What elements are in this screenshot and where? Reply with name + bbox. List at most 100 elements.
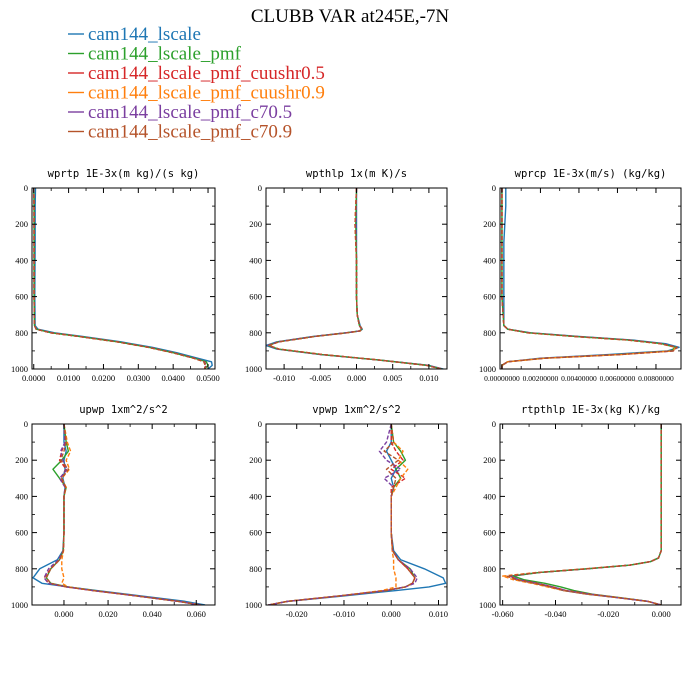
series-line (268, 424, 416, 605)
series-line (266, 188, 444, 369)
series-group (501, 188, 680, 369)
y-tick-label: 1000 (245, 364, 262, 374)
y-tick-label: 400 (483, 491, 496, 501)
legend-item: cam144_lscale_pmf_cuushr0.5 (68, 63, 325, 84)
y-tick-label: 800 (15, 328, 28, 338)
x-tick-label: 0.010 (429, 609, 448, 619)
panel-title: upwp 1xm^2/s^2 (79, 404, 168, 416)
series-line (33, 188, 209, 369)
x-tick-label: 0.00000000 (484, 374, 520, 383)
chart-panel: vpwp 1xm^2/s^2 0 200 400 600 800 1000 -0.020 -0.… (245, 404, 448, 619)
y-tick-label: 1000 (245, 600, 262, 610)
x-tick-label: 0.0200 (92, 373, 115, 383)
x-tick-label: 0.00200000 (523, 374, 559, 383)
chart-panel: wprtp 1E-3x(m kg)/(s kg) 0 200 400 600 800 100… (11, 168, 220, 383)
legend-item: cam144_lscale_pmf (68, 44, 242, 65)
y-tick-label: 0 (492, 419, 496, 429)
series-line (43, 424, 201, 605)
panel-title: rtpthlp 1E-3x(kg K)/kg (521, 404, 660, 416)
series-line (505, 424, 662, 605)
legend-item: cam144_lscale_pmf_c70.5 (68, 102, 292, 123)
x-tick-label: 0.060 (187, 609, 206, 619)
y-tick-label: 600 (483, 292, 496, 302)
chart-panel: upwp 1xm^2/s^2 0 200 400 600 800 1000 0.000 0.02… (11, 404, 216, 619)
series-line (509, 424, 662, 605)
y-tick-label: 600 (15, 292, 28, 302)
x-tick-label: 0.000 (652, 609, 671, 619)
y-tick-label: 400 (249, 255, 262, 265)
legend-label: cam144_lscale (88, 24, 201, 45)
y-tick-label: 200 (249, 455, 262, 465)
x-tick-label: 0.0000 (22, 373, 45, 383)
series-group (33, 188, 213, 369)
x-tick-label: -0.020 (597, 609, 619, 619)
x-tick-label: 0.020 (99, 609, 118, 619)
plot-frame (265, 423, 448, 606)
y-tick-label: 800 (249, 328, 262, 338)
y-tick-label: 200 (15, 455, 28, 465)
x-tick-label: 0.00400000 (561, 374, 597, 383)
y-tick-label: 200 (483, 219, 496, 229)
panel-title: wpthlp 1x(m K)/s (306, 168, 407, 180)
series-line (501, 188, 680, 369)
y-tick-label: 0 (24, 183, 28, 193)
x-tick-label: 0.0500 (196, 373, 219, 383)
x-tick-label: -0.010 (273, 373, 295, 383)
panel-title: wprtp 1E-3x(m kg)/(s kg) (48, 168, 200, 180)
x-tick-label: 0.0400 (161, 373, 184, 383)
chart-panel: wprcp 1E-3x(m/s) (kg/kg) 0 200 400 600 800 100… (479, 168, 682, 383)
chart-panels: wprtp 1E-3x(m kg)/(s kg) 0 200 400 600 800 100… (11, 168, 682, 619)
series-group (266, 188, 444, 369)
legend-item: cam144_lscale_pmf_cuushr0.9 (68, 83, 325, 104)
y-tick-label: 400 (249, 491, 262, 501)
y-tick-label: 200 (15, 219, 28, 229)
series-line (33, 188, 206, 369)
series-group (501, 424, 662, 605)
series-line (512, 424, 662, 605)
series-line (509, 424, 662, 605)
x-tick-label: 0.005 (383, 373, 402, 383)
legend-label: cam144_lscale_pmf_cuushr0.5 (88, 63, 325, 84)
series-line (268, 424, 447, 605)
x-tick-label: -0.005 (309, 373, 331, 383)
y-tick-label: 800 (249, 564, 262, 574)
y-tick-label: 400 (15, 255, 28, 265)
series-line (268, 424, 409, 605)
panel-title: vpwp 1xm^2/s^2 (312, 404, 401, 416)
y-tick-label: 200 (249, 219, 262, 229)
series-group (268, 424, 447, 605)
x-tick-label: 0.000 (54, 609, 73, 619)
x-tick-label: 0.00600000 (600, 374, 636, 383)
series-line (268, 424, 418, 605)
series-line (45, 424, 201, 605)
figure-title: CLUBB VAR at245E,-7N (251, 6, 450, 27)
x-tick-label: -0.020 (286, 609, 308, 619)
y-tick-label: 600 (483, 528, 496, 538)
y-tick-label: 1000 (11, 364, 28, 374)
legend: cam144_lscalecam144_lscale_pmfcam144_lsc… (68, 24, 325, 143)
x-tick-label: -0.060 (492, 609, 514, 619)
legend-label: cam144_lscale_pmf_cuushr0.9 (88, 83, 325, 104)
y-tick-label: 0 (24, 419, 28, 429)
y-tick-label: 0 (258, 419, 262, 429)
series-line (61, 424, 201, 605)
series-line (501, 424, 662, 605)
y-tick-label: 800 (483, 564, 496, 574)
y-tick-label: 600 (249, 292, 262, 302)
y-tick-label: 200 (483, 455, 496, 465)
series-line (508, 424, 662, 605)
panel-title: wprcp 1E-3x(m/s) (kg/kg) (515, 168, 667, 180)
plot-frame (499, 423, 682, 606)
chart-panel: wpthlp 1x(m K)/s 0 200 400 600 800 1000 -0.010 -… (245, 168, 448, 383)
y-tick-label: 400 (483, 255, 496, 265)
series-line (268, 424, 416, 605)
chart-panel: rtpthlp 1E-3x(kg K)/kg02004006008001000-… (479, 404, 682, 619)
x-tick-label: 0.0300 (127, 373, 150, 383)
x-tick-label: 0.040 (143, 609, 162, 619)
y-tick-label: 0 (492, 183, 496, 193)
series-line (268, 188, 442, 369)
series-line (32, 424, 206, 605)
y-tick-label: 400 (15, 491, 28, 501)
x-tick-label: 0.0100 (57, 373, 80, 383)
